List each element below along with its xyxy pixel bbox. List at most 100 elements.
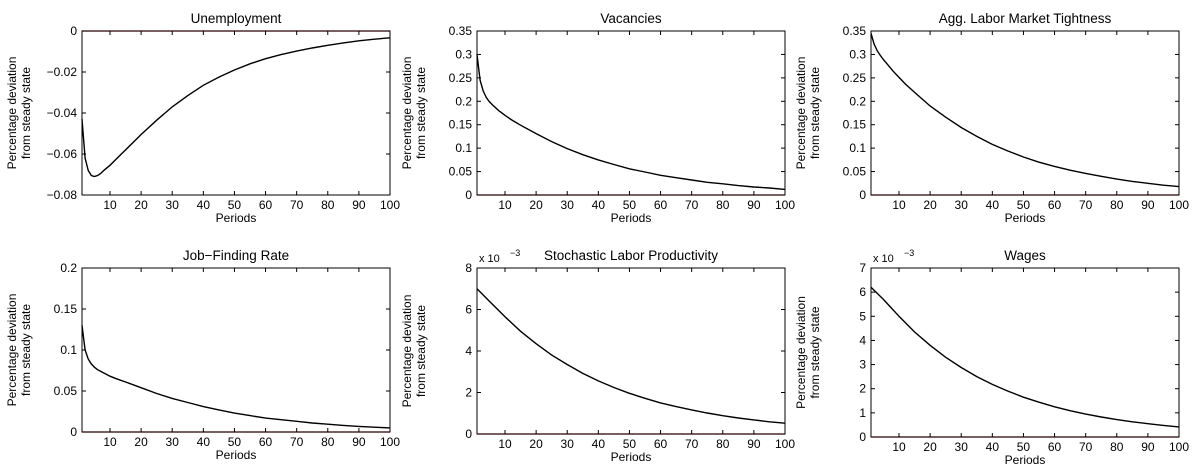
x-tick-label: 40: [986, 198, 1000, 212]
x-axis-label: Periods: [611, 211, 652, 225]
x-tick-label: 10: [892, 198, 906, 212]
y-tick-label: 0: [859, 188, 866, 202]
y-axis-label: Percentage deviation: [400, 295, 414, 408]
x-tick-label: 40: [986, 440, 1000, 454]
x-tick-label: 30: [561, 198, 575, 212]
x-tick-label: 50: [228, 435, 242, 449]
chart-title: Vacancies: [600, 11, 662, 26]
axes-frame: [81, 30, 391, 196]
y-axis-label: Percentage deviation: [400, 57, 414, 170]
y-tick-label: 7: [859, 261, 866, 275]
y-axis-label: from steady state: [414, 305, 428, 397]
y-tick-label: −0.06: [47, 147, 78, 161]
x-tick-label: 10: [103, 198, 117, 212]
impulse-response-line: [870, 286, 1180, 428]
y-tick-label: 0: [465, 188, 472, 202]
y-axis-label: from steady state: [19, 67, 33, 159]
y-tick-label: 0.2: [60, 261, 77, 275]
y-tick-label: 0.25: [449, 71, 473, 85]
axes-frame: [476, 30, 786, 196]
x-tick-label: 90: [747, 198, 761, 212]
x-tick-label: 30: [166, 198, 180, 212]
x-tick-label: 100: [775, 437, 795, 451]
x-tick-label: 20: [134, 198, 148, 212]
x-axis-label: Periods: [611, 450, 652, 464]
chart-panel-6: Wages 10 20 30 40 50 60 70 80 90 100 0 1 2 3 4 5 6 7 Period…: [794, 248, 1189, 467]
axes-frame: [476, 267, 786, 435]
x-tick-label: 20: [529, 198, 543, 212]
y-tick-label: −0.04: [47, 106, 78, 120]
y-tick-label: 6: [465, 303, 472, 317]
y-tick-label: 0.1: [455, 141, 472, 155]
x-tick-label: 10: [498, 198, 512, 212]
y-axis-multiplier: x 10: [479, 253, 500, 265]
x-tick-label: 90: [352, 198, 366, 212]
x-tick-label: 100: [775, 198, 795, 212]
x-tick-label: 90: [352, 435, 366, 449]
x-tick-label: 70: [685, 437, 699, 451]
x-tick-label: 20: [134, 435, 148, 449]
chart-panel-2: Vacancies 10 20 30 40 50 60 70 80 90 100 0 0.05 0.1 0.…: [400, 11, 795, 225]
y-tick-label: 6: [859, 285, 866, 299]
y-tick-label: 0: [70, 425, 77, 439]
axes-frame: [81, 267, 391, 433]
x-axis-label: Periods: [1005, 453, 1046, 467]
y-tick-label: 4: [465, 344, 472, 358]
y-axis-label: from steady state: [808, 67, 822, 159]
x-tick-label: 100: [380, 435, 400, 449]
chart-panel-4: Job−Finding Rate 10 20 30 40 50 60 70 80 90 100 0 0.…: [5, 248, 400, 462]
x-tick-label: 80: [321, 435, 335, 449]
y-tick-label: 5: [859, 309, 866, 323]
x-tick-label: 100: [380, 198, 400, 212]
chart-panel-1: Unemployment 10 20 30 40 50 60 70 80 90 100 −0.08 −0…: [5, 11, 400, 225]
x-tick-label: 50: [228, 198, 242, 212]
y-tick-label: 0.35: [449, 24, 473, 38]
x-axis-label: Periods: [1005, 211, 1046, 225]
chart-title: Wages: [1004, 248, 1046, 263]
y-axis-label: Percentage deviation: [794, 57, 808, 170]
y-tick-label: 0.2: [455, 94, 472, 108]
x-tick-label: 20: [923, 440, 937, 454]
y-tick-label: 2: [465, 386, 472, 400]
x-tick-label: 30: [166, 435, 180, 449]
x-tick-label: 60: [654, 198, 668, 212]
x-tick-label: 80: [1110, 440, 1124, 454]
x-tick-label: 80: [1110, 198, 1124, 212]
y-tick-label: 0.15: [449, 118, 473, 132]
x-tick-label: 70: [1079, 198, 1093, 212]
chart-panel-3: Agg. Labor Market Tightness 10 20 30 40 50 60 7…: [794, 11, 1189, 225]
y-tick-label: 0.35: [843, 24, 867, 38]
x-tick-label: 50: [1017, 198, 1031, 212]
impulse-response-line: [81, 37, 391, 178]
x-tick-label: 30: [561, 437, 575, 451]
x-tick-label: 80: [716, 198, 730, 212]
y-axis-label: from steady state: [808, 306, 822, 398]
y-tick-label: 0.15: [843, 118, 867, 132]
x-tick-label: 70: [1079, 440, 1093, 454]
y-tick-label: 0.2: [849, 94, 866, 108]
chart-title: Unemployment: [191, 11, 282, 26]
impulse-response-line: [476, 54, 786, 191]
x-tick-label: 60: [259, 435, 273, 449]
x-tick-label: 50: [1017, 440, 1031, 454]
chart-title: Job−Finding Rate: [183, 248, 289, 263]
x-tick-label: 40: [197, 198, 211, 212]
y-axis-label: from steady state: [414, 67, 428, 159]
x-tick-label: 10: [892, 440, 906, 454]
y-tick-label: 0: [465, 427, 472, 441]
x-tick-label: 90: [747, 437, 761, 451]
x-tick-label: 60: [1048, 440, 1062, 454]
axes-frame: [870, 30, 1180, 196]
y-tick-label: 0.05: [54, 384, 78, 398]
axes-frame: [870, 267, 1180, 438]
x-tick-label: 40: [592, 198, 606, 212]
y-tick-label: 0: [70, 24, 77, 38]
y-tick-label: 8: [465, 261, 472, 275]
y-axis-label: Percentage deviation: [5, 57, 19, 170]
y-tick-label: 0: [859, 430, 866, 444]
chart-title: Agg. Labor Market Tightness: [939, 11, 1112, 26]
y-axis-label: from steady state: [19, 304, 33, 396]
y-tick-label: 0.05: [843, 165, 867, 179]
x-tick-label: 60: [1048, 198, 1062, 212]
